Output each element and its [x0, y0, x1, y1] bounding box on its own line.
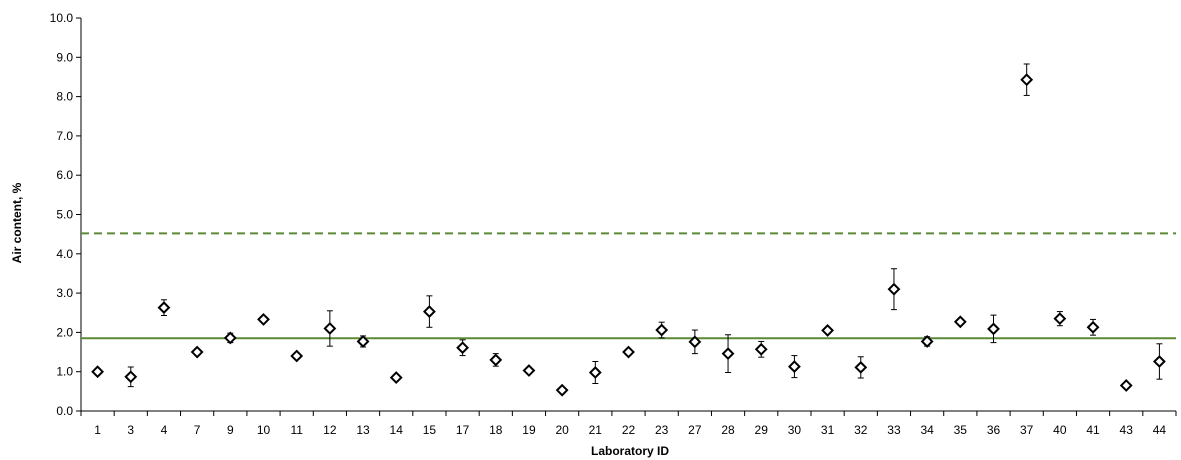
x-tick-label: 27	[688, 423, 702, 437]
y-tick-label: 6.0	[56, 168, 73, 182]
y-tick-label: 4.0	[56, 247, 73, 261]
data-points	[91, 73, 1166, 397]
x-tick-label: 36	[987, 423, 1001, 437]
x-tick-label: 20	[555, 423, 569, 437]
y-tick-label: 8.0	[56, 90, 73, 104]
y-axis: 0.0 1.0 2.0 3.0 4.0 5.0 6.0 7.0 8.0 9.0 10.0	[50, 11, 82, 418]
x-tick-label: 11	[290, 423, 303, 437]
x-tick-label: 35	[954, 423, 968, 437]
x-tick-label: 3	[127, 423, 134, 437]
data-point-diamond	[356, 335, 370, 348]
data-point-diamond	[622, 345, 635, 359]
data-point-diamond	[721, 347, 735, 361]
data-point-diamond	[754, 342, 768, 356]
y-tick-label: 3.0	[56, 286, 73, 300]
x-tick-label: 32	[854, 423, 868, 437]
x-tick-label: 33	[887, 423, 901, 437]
data-point-diamond	[821, 324, 835, 337]
data-point-diamond	[1020, 73, 1034, 87]
data-point-diamond	[987, 322, 1000, 336]
data-point-diamond	[920, 335, 934, 348]
x-tick-label: 18	[489, 423, 503, 437]
data-point-diamond	[190, 345, 204, 359]
x-tick-label: 1	[94, 423, 101, 437]
x-tick-label: 31	[821, 423, 835, 437]
x-tick-label: 34	[920, 423, 934, 437]
data-point-diamond	[422, 305, 436, 318]
data-point-diamond	[953, 315, 967, 329]
x-tick-label: 15	[423, 423, 437, 437]
x-tick-label: 41	[1086, 423, 1100, 437]
x-tick-label: 7	[194, 423, 201, 437]
x-tick-label: 44	[1153, 423, 1167, 437]
y-tick-label: 9.0	[56, 50, 73, 64]
data-point-diamond	[389, 371, 403, 385]
x-tick-label: 10	[257, 423, 271, 437]
x-tick-label: 37	[1020, 423, 1034, 437]
data-point-diamond	[257, 313, 270, 326]
data-point-diamond	[688, 335, 702, 349]
data-point-diamond	[1053, 312, 1067, 326]
y-axis-title: Air content, %	[10, 182, 24, 263]
x-axis: 1 3 4 7 9 10 11 12 13 14 15 17 18 19 20 21 22 23 27 28 29 30 3…	[80, 410, 1177, 437]
x-tick-label: 29	[755, 423, 769, 437]
data-point-diamond	[157, 301, 171, 315]
x-tick-label: 40	[1053, 423, 1067, 437]
x-tick-label: 9	[227, 423, 234, 437]
y-tick-label: 5.0	[56, 208, 73, 222]
x-tick-label: 23	[655, 423, 669, 437]
data-point-diamond	[588, 366, 602, 379]
y-tick-label: 10.0	[50, 11, 74, 25]
x-tick-label: 14	[390, 423, 404, 437]
y-tick-label: 2.0	[56, 325, 73, 339]
y-tick-label: 1.0	[56, 365, 73, 379]
data-point-diamond	[887, 282, 901, 296]
data-point-diamond	[223, 331, 237, 345]
data-point-diamond	[456, 341, 470, 355]
data-point-diamond	[522, 364, 536, 377]
data-point-diamond	[787, 360, 801, 374]
y-tick-label: 7.0	[56, 129, 73, 143]
x-tick-label: 28	[721, 423, 735, 437]
reference-lines	[81, 232, 1176, 340]
data-point-diamond	[1086, 320, 1100, 334]
y-tick-label: 0.0	[56, 404, 73, 418]
x-tick-label: 21	[589, 423, 603, 437]
data-point-diamond	[124, 370, 138, 384]
data-point-diamond	[555, 383, 569, 397]
data-point-diamond	[489, 353, 503, 367]
data-point-diamond	[290, 349, 304, 363]
x-tick-label: 4	[161, 423, 168, 437]
data-point-diamond	[91, 365, 105, 379]
x-tick-label: 22	[622, 423, 636, 437]
x-tick-label: 19	[522, 423, 536, 437]
x-tick-label: 17	[456, 423, 470, 437]
x-tick-label: 43	[1120, 423, 1134, 437]
x-tick-label: 30	[788, 423, 802, 437]
data-point-diamond	[655, 323, 669, 337]
x-axis-title: Laboratory ID	[591, 444, 669, 458]
x-tick-label: 12	[323, 423, 337, 437]
x-tick-label: 13	[356, 423, 370, 437]
data-point-diamond	[323, 322, 337, 335]
data-point-diamond	[854, 360, 868, 374]
data-point-diamond	[1119, 379, 1133, 392]
data-point-diamond	[1152, 355, 1166, 368]
